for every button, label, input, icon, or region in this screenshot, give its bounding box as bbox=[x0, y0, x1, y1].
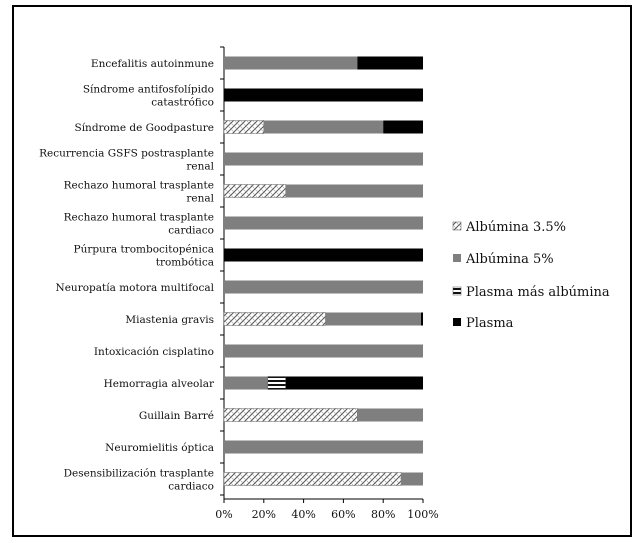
bar-segment bbox=[357, 56, 423, 70]
bar-segment bbox=[401, 472, 423, 486]
category-label: Síndrome antifosfolípido catastrófico bbox=[83, 84, 214, 109]
bar-segment bbox=[267, 376, 286, 390]
x-tick-label: 80% bbox=[371, 508, 395, 521]
bar-segment bbox=[223, 408, 358, 422]
category-label: Neuropatía motora multifocal bbox=[56, 282, 215, 294]
x-tick-label: 40% bbox=[291, 508, 315, 521]
category-label: Recurrencia GSFS postrasplante renal bbox=[39, 148, 215, 173]
x-tick-label: 100% bbox=[407, 508, 438, 521]
category-label: Púrpura trombocitopénica trombótica bbox=[74, 244, 214, 269]
bar-segment bbox=[223, 120, 265, 134]
category-label: Guillain Barré bbox=[139, 410, 214, 422]
category-label: Neuromielitis óptica bbox=[105, 442, 214, 454]
bar-segment bbox=[223, 312, 326, 326]
bar-segment bbox=[357, 408, 423, 422]
category-label: Rechazo humoral trasplante cardiaco bbox=[64, 212, 214, 237]
legend-swatch bbox=[452, 286, 462, 296]
category-label: Hemorragia alveolar bbox=[104, 378, 215, 390]
legend-label: Albúmina 5% bbox=[465, 252, 554, 267]
category-label: Intoxicación cisplatino bbox=[94, 346, 214, 358]
bar-segment bbox=[285, 184, 423, 198]
bar-segment bbox=[224, 56, 358, 70]
bar-segment bbox=[263, 120, 384, 134]
bar-segment bbox=[224, 376, 268, 390]
legend-label: Albúmina 3.5% bbox=[465, 220, 566, 235]
category-label: Rechazo humoral trasplante renal bbox=[64, 180, 215, 205]
bar-segment bbox=[383, 120, 423, 134]
bar-segment bbox=[224, 216, 423, 230]
x-tick-label: 0% bbox=[215, 508, 232, 521]
x-tick-label: 20% bbox=[252, 508, 276, 521]
bar-segment bbox=[325, 312, 422, 326]
category-label: Miastenia gravis bbox=[125, 314, 214, 326]
bar-segment bbox=[223, 472, 402, 486]
bar-segment bbox=[224, 152, 423, 166]
bar-segment bbox=[224, 280, 423, 294]
legend-swatch bbox=[452, 221, 462, 231]
legend-swatch bbox=[453, 254, 461, 262]
bar-segment bbox=[421, 312, 423, 326]
bar-segment bbox=[224, 88, 423, 102]
category-label: Desensibilización trasplante cardiaco bbox=[64, 468, 214, 493]
bar-segment bbox=[224, 248, 423, 262]
legend-label: Plasma bbox=[466, 316, 514, 331]
bar-segment bbox=[223, 184, 286, 198]
bar-segment bbox=[224, 440, 423, 454]
legend-swatch bbox=[453, 318, 461, 326]
bar-segment bbox=[285, 376, 423, 390]
legend-label: Plasma más albúmina bbox=[466, 285, 610, 300]
category-label: Síndrome de Goodpasture bbox=[75, 122, 215, 134]
category-label: Encefalitis autoinmune bbox=[91, 58, 214, 70]
bar-segment bbox=[224, 344, 423, 358]
x-tick-label: 60% bbox=[331, 508, 355, 521]
